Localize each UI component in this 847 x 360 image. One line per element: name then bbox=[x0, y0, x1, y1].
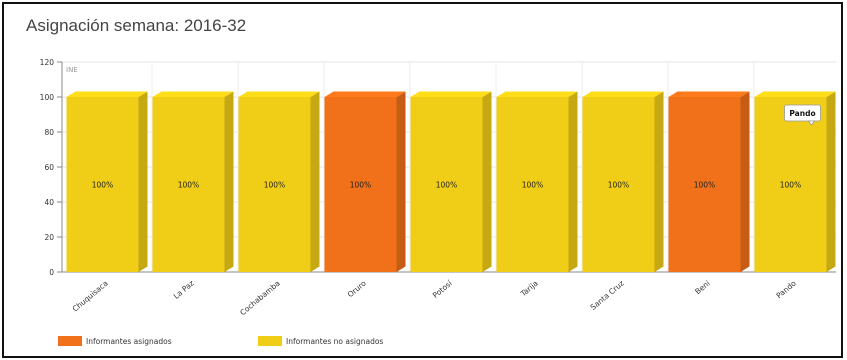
x-tick-label: Chuquisaca bbox=[71, 279, 110, 314]
y-tick-label: 0 bbox=[49, 268, 54, 277]
x-tick-label: Santa Cruz bbox=[589, 279, 626, 312]
bar-side bbox=[826, 91, 836, 272]
bar-top bbox=[410, 91, 492, 97]
y-tick-label: 40 bbox=[44, 198, 54, 207]
data-label: 100% bbox=[436, 181, 457, 190]
y-tick-label: 100 bbox=[40, 93, 55, 102]
legend-swatch bbox=[258, 336, 282, 346]
y-tick-label: 60 bbox=[44, 163, 54, 172]
bar-top bbox=[668, 91, 750, 97]
y-tick-label: 80 bbox=[44, 128, 54, 137]
bar-top bbox=[238, 91, 320, 97]
bar-side bbox=[568, 91, 578, 272]
data-label: 100% bbox=[92, 181, 113, 190]
bar[interactable] bbox=[582, 97, 655, 272]
legend-label[interactable]: Informantes no asignados bbox=[286, 337, 383, 346]
bar-top bbox=[582, 91, 664, 97]
tooltip-pointer bbox=[807, 120, 816, 126]
bar[interactable] bbox=[66, 97, 139, 272]
tooltip-text: Pando bbox=[789, 109, 815, 118]
x-tick-label: Pando bbox=[774, 278, 798, 300]
x-tick-label: Tarija bbox=[518, 279, 540, 299]
y-tick-label: 20 bbox=[44, 233, 54, 242]
legend-label[interactable]: Informantes asignados bbox=[86, 337, 172, 346]
bar-top bbox=[152, 91, 234, 97]
bar-side bbox=[396, 91, 406, 272]
bar-side bbox=[138, 91, 148, 272]
bar-top bbox=[66, 91, 148, 97]
bar-side bbox=[654, 91, 664, 272]
data-label: 100% bbox=[780, 181, 801, 190]
bar-top bbox=[324, 91, 406, 97]
bar[interactable] bbox=[668, 97, 741, 272]
bar[interactable] bbox=[410, 97, 483, 272]
x-tick-label: Beni bbox=[693, 279, 712, 297]
legend-swatch bbox=[58, 336, 82, 346]
data-label: 100% bbox=[608, 181, 629, 190]
bar-top bbox=[754, 91, 836, 97]
x-tick-label: La Paz bbox=[172, 279, 196, 301]
watermark-text: INE bbox=[66, 66, 78, 74]
x-tick-label: Oruro bbox=[346, 278, 368, 299]
chart-title: Asignación semana: 2016-32 bbox=[26, 16, 247, 35]
tooltip-box bbox=[784, 104, 821, 122]
data-label: 100% bbox=[264, 181, 285, 190]
bar[interactable] bbox=[754, 97, 827, 272]
x-tick-label: Potosí bbox=[431, 278, 455, 300]
bar[interactable] bbox=[324, 97, 397, 272]
bar-side bbox=[224, 91, 234, 272]
bar[interactable] bbox=[496, 97, 569, 272]
y-tick-label: 120 bbox=[40, 58, 55, 67]
data-label: 100% bbox=[522, 181, 543, 190]
bar-side bbox=[310, 91, 320, 272]
bar-side bbox=[482, 91, 492, 272]
bar-top bbox=[496, 91, 578, 97]
data-label: 100% bbox=[178, 181, 199, 190]
bar[interactable] bbox=[238, 97, 311, 272]
data-label: 100% bbox=[694, 181, 715, 190]
bar-side bbox=[740, 91, 750, 272]
x-tick-label: Cochabamba bbox=[238, 279, 282, 318]
data-label: 100% bbox=[350, 181, 371, 190]
bar[interactable] bbox=[152, 97, 225, 272]
